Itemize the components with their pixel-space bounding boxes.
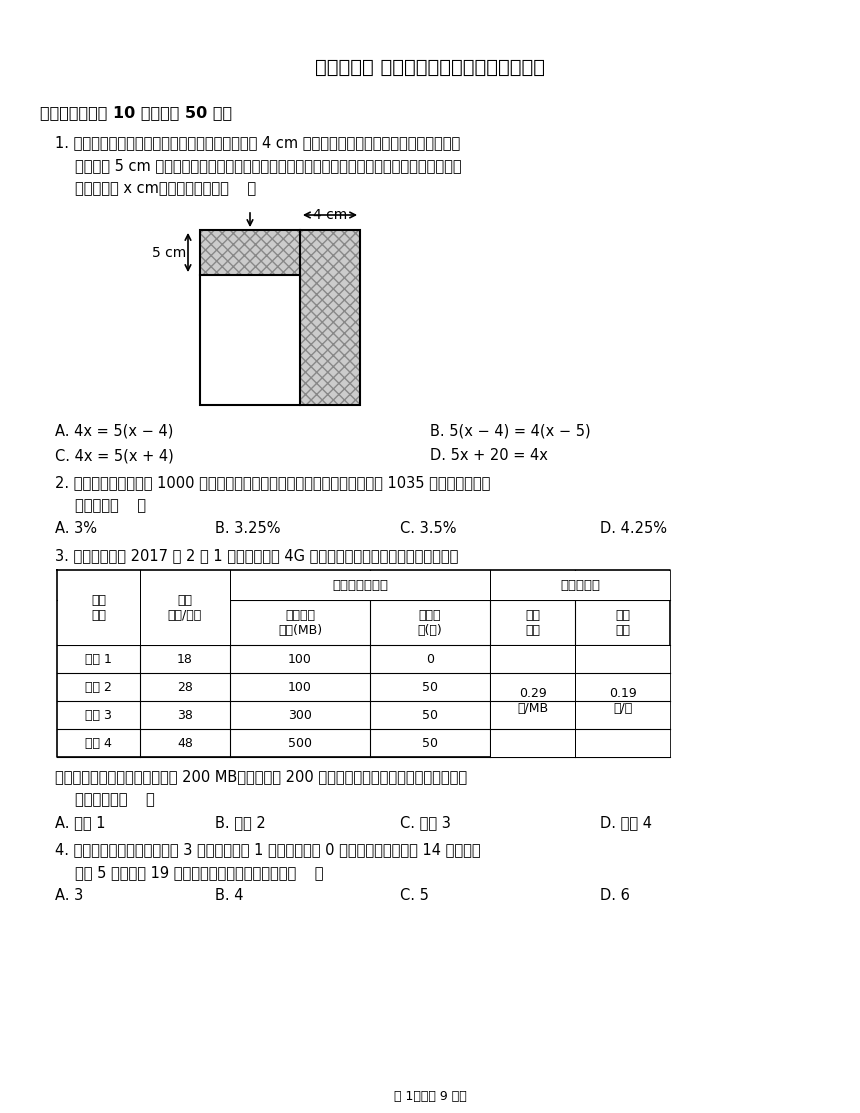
Polygon shape — [230, 571, 489, 600]
Text: 的利率为（    ）: 的利率为（ ） — [75, 498, 146, 513]
Text: B. 套餐 2: B. 套餐 2 — [215, 815, 266, 830]
Text: 一个宽为 5 cm 的长条，且剪下的两个长条的面积相等，问这个正方形的边长应为多少，设正方: 一个宽为 5 cm 的长条，且剪下的两个长条的面积相等，问这个正方形的边长应为多… — [75, 158, 462, 173]
Text: 100: 100 — [288, 680, 312, 693]
Text: D. 6: D. 6 — [600, 888, 630, 903]
Text: 套餐 4: 套餐 4 — [85, 737, 112, 749]
Text: 套餐 1: 套餐 1 — [85, 652, 112, 666]
Text: 50: 50 — [422, 737, 438, 749]
Text: 负了 5 场，共得 19 分，那么这支队胜了的场数是（    ）: 负了 5 场，共得 19 分，那么这支队胜了的场数是（ ） — [75, 865, 323, 880]
Text: 38: 38 — [177, 709, 193, 721]
Text: 套餐 3: 套餐 3 — [85, 709, 112, 721]
Text: 套餐
类型: 套餐 类型 — [91, 593, 106, 621]
Polygon shape — [58, 571, 139, 644]
Text: C. 5: C. 5 — [400, 888, 429, 903]
Text: 1. 如图所示，小红将一个正方形纸片剪去一个宽为 4 cm 的长条后，再从剩下的长方形纸片上剪去: 1. 如图所示，小红将一个正方形纸片剪去一个宽为 4 cm 的长条后，再从剩下的… — [55, 135, 460, 150]
Text: 0.29
元/MB: 0.29 元/MB — [517, 687, 548, 715]
Text: B. 5(x − 4) = 4(x − 5): B. 5(x − 4) = 4(x − 5) — [430, 423, 591, 439]
Text: 5 cm: 5 cm — [151, 246, 186, 259]
Polygon shape — [490, 571, 669, 600]
Text: A. 3%: A. 3% — [55, 521, 97, 536]
Text: 2. 杰杰去银行存入本金 1000 元，作为一年期的定期储蓄，到期后杰杰共取了 1035 元，则这一年期: 2. 杰杰去银行存入本金 1000 元，作为一年期的定期储蓄，到期后杰杰共取了 … — [55, 475, 490, 490]
Text: 0.19
元/分: 0.19 元/分 — [609, 687, 636, 715]
Text: C. 4x = 5(x + 4): C. 4x = 5(x + 4) — [55, 449, 174, 463]
Text: 100: 100 — [288, 652, 312, 666]
Text: 第二十六章 综合运用数学知识解决实际问题: 第二十六章 综合运用数学知识解决实际问题 — [315, 58, 545, 77]
Text: C. 套餐 3: C. 套餐 3 — [400, 815, 451, 830]
Text: 国内数据
流量(MB): 国内数据 流量(MB) — [278, 609, 322, 637]
Polygon shape — [575, 646, 669, 757]
Text: A. 3: A. 3 — [55, 888, 83, 903]
Text: 一、选择题（共 10 小题；共 50 分）: 一、选择题（共 10 小题；共 50 分） — [40, 105, 232, 120]
Text: D. 4.25%: D. 4.25% — [600, 521, 667, 536]
Polygon shape — [300, 230, 360, 405]
Text: 28: 28 — [177, 680, 193, 693]
Polygon shape — [200, 230, 300, 275]
Text: C. 3.5%: C. 3.5% — [400, 521, 457, 536]
Text: A. 套餐 1: A. 套餐 1 — [55, 815, 106, 830]
Text: B. 3.25%: B. 3.25% — [215, 521, 280, 536]
Text: 500: 500 — [288, 737, 312, 749]
Text: A. 4x = 5(x − 4): A. 4x = 5(x − 4) — [55, 423, 174, 439]
Text: 国内
主叫: 国内 主叫 — [615, 609, 630, 637]
Text: 定的套餐是（    ）: 定的套餐是（ ） — [75, 792, 155, 807]
Text: 4. 足球比赛的规则为胜一场得 3 分，平一场得 1 分，负一场得 0 分，一个足球队踢了 14 场比赛，: 4. 足球比赛的规则为胜一场得 3 分，平一场得 1 分，负一场得 0 分，一个… — [55, 843, 481, 857]
Text: 形的边长为 x cm，则可列方程为（    ）: 形的边长为 x cm，则可列方程为（ ） — [75, 181, 256, 196]
Text: 0: 0 — [426, 652, 434, 666]
Text: B. 4: B. 4 — [215, 888, 243, 903]
Text: 48: 48 — [177, 737, 193, 749]
Text: 50: 50 — [422, 680, 438, 693]
Text: D. 5x + 20 = 4x: D. 5x + 20 = 4x — [430, 449, 548, 463]
Text: 18: 18 — [177, 652, 193, 666]
Text: 第 1页（共 9 页）: 第 1页（共 9 页） — [394, 1090, 466, 1103]
Text: 300: 300 — [288, 709, 312, 721]
Polygon shape — [490, 646, 574, 757]
Polygon shape — [140, 571, 230, 644]
Text: 小明每月大约使用国内数据流量 200 MB，国内主叫 200 分钟，若想使每月付费最少，则他应预: 小明每月大约使用国内数据流量 200 MB，国内主叫 200 分钟，若想使每月付… — [55, 769, 467, 784]
Text: 4 cm: 4 cm — [313, 208, 347, 221]
Text: 50: 50 — [422, 709, 438, 721]
Text: D. 套餐 4: D. 套餐 4 — [600, 815, 652, 830]
Text: 3. 某通信公司自 2017 年 2 月 1 日起实行新的 4G 飞享套餐，部分套餐资费标准如下表：: 3. 某通信公司自 2017 年 2 月 1 日起实行新的 4G 飞享套餐，部分… — [55, 548, 458, 563]
Text: 国内主
叫(分): 国内主 叫(分) — [418, 609, 442, 637]
Text: 月费
（元/月）: 月费 （元/月） — [168, 593, 202, 621]
Text: 套餐 2: 套餐 2 — [85, 680, 112, 693]
Text: 国内
流量: 国内 流量 — [525, 609, 540, 637]
Text: 套餐内包含内容: 套餐内包含内容 — [332, 579, 388, 591]
Text: 套餐外资费: 套餐外资费 — [560, 579, 600, 591]
